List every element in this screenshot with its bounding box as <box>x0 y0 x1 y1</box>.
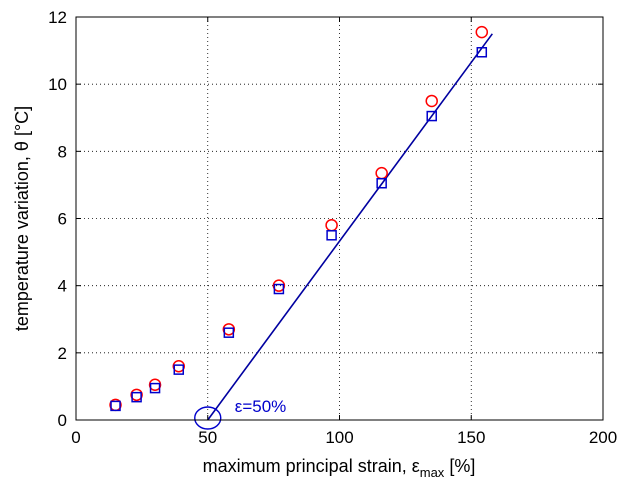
square-marker <box>426 110 437 122</box>
circle-marker <box>272 279 286 292</box>
annotation-label: ε=50% <box>235 397 287 416</box>
x-axis-label: maximum principal strain, εmax [%] <box>203 456 476 480</box>
square-marker <box>376 177 387 189</box>
y-tick-label: 2 <box>58 344 67 363</box>
markers-group <box>109 25 489 412</box>
square-marker <box>110 400 121 412</box>
x-tick-label: 0 <box>71 428 80 447</box>
square-marker <box>223 327 235 338</box>
fit-line <box>207 33 493 421</box>
plot-area <box>76 17 603 420</box>
y-tick-label: 0 <box>58 411 67 430</box>
circle-marker <box>475 25 489 39</box>
x-tick-label: 200 <box>589 428 617 447</box>
square-marker <box>173 364 185 375</box>
square-marker <box>476 47 488 58</box>
y-axis-label: temperature variation, θ [°C] <box>12 106 32 331</box>
annotation-ellipse <box>194 406 222 430</box>
y-tick-label: 12 <box>48 8 67 27</box>
fit-line-group <box>207 33 493 421</box>
square-marker <box>131 391 142 403</box>
square-marker <box>326 230 337 241</box>
circle-marker <box>172 360 186 373</box>
y-tick-label: 6 <box>58 210 67 229</box>
x-tick-label: 50 <box>198 428 217 447</box>
x-tick-label: 150 <box>457 428 485 447</box>
annotation-group: ε=50% <box>194 397 287 430</box>
circle-marker <box>130 388 143 402</box>
square-marker <box>149 382 161 394</box>
y-tick-label: 4 <box>58 277 67 296</box>
square-marker <box>273 283 285 295</box>
y-tick-label: 8 <box>58 142 67 161</box>
y-tick-label: 10 <box>48 75 67 94</box>
circle-marker <box>425 94 438 108</box>
circle-marker <box>222 323 236 336</box>
x-tick-label: 100 <box>325 428 353 447</box>
circle-marker <box>148 378 162 391</box>
ticks-group: 0 50 100 150 200 0 2 4 6 8 10 12 <box>48 8 617 447</box>
